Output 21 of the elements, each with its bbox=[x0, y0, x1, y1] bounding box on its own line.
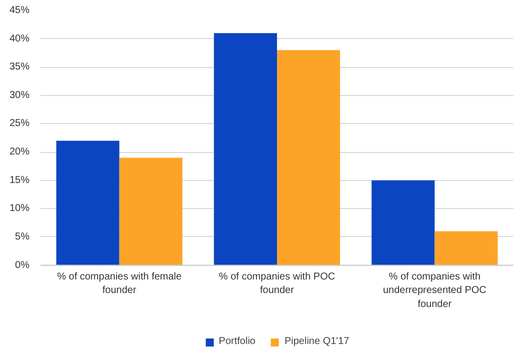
bar bbox=[56, 140, 120, 266]
y-tick-label: 0% bbox=[15, 260, 30, 271]
y-tick-label: 25% bbox=[9, 118, 30, 130]
y-tick-label: 15% bbox=[9, 174, 30, 186]
bar bbox=[434, 231, 498, 266]
bar bbox=[214, 33, 277, 266]
legend-label: Pipeline Q1'17 bbox=[284, 336, 350, 347]
x-tick-label: % of companies with female founder bbox=[57, 271, 182, 296]
legend-label: Portfolio bbox=[218, 336, 256, 347]
x-tick-label: % of companies with underrepresented POC founder bbox=[382, 271, 486, 310]
y-tick-label: 35% bbox=[9, 62, 30, 73]
bar bbox=[277, 50, 340, 266]
y-tick-label: 30% bbox=[9, 90, 30, 101]
y-tick-label: 40% bbox=[9, 33, 30, 44]
bar bbox=[372, 180, 435, 266]
x-tick-label: % of companies with POC founder bbox=[218, 271, 336, 296]
y-tick-label: 5% bbox=[15, 231, 30, 242]
y-tick-label: 10% bbox=[9, 203, 30, 214]
y-tick-label: 20% bbox=[9, 146, 30, 158]
y-tick-label: 45% bbox=[9, 5, 30, 16]
bar bbox=[119, 158, 182, 266]
